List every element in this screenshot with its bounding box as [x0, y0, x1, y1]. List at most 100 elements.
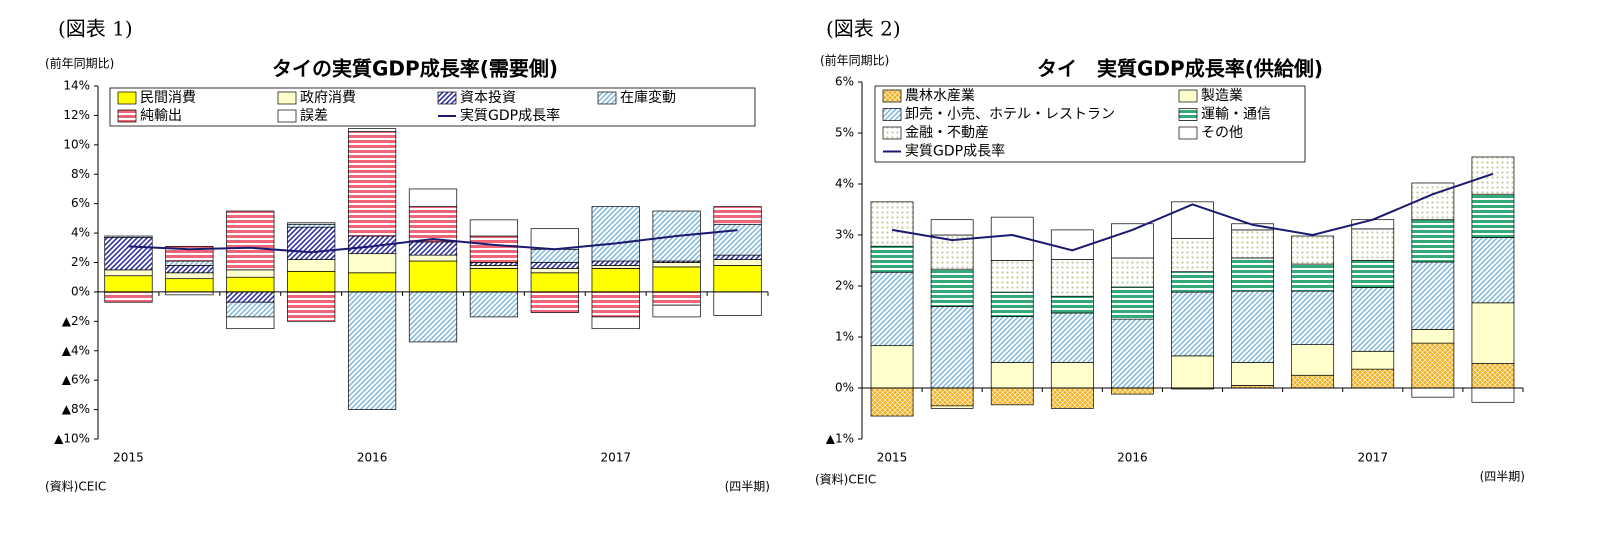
y-tick-label: 10% — [63, 137, 90, 151]
legend-label: 政府消費 — [300, 90, 356, 106]
bar-segment — [408, 188, 458, 207]
bar-segment — [226, 291, 275, 303]
bar-segment — [1231, 229, 1274, 259]
bar-segment — [1351, 368, 1395, 389]
legend-label: 農林水産業 — [905, 88, 975, 104]
bar-segment — [1050, 259, 1094, 297]
legend-box — [109, 87, 756, 127]
x-tick-label: 2017 — [1357, 451, 1388, 465]
bar-segment — [713, 291, 762, 316]
legend-label: 誤差 — [300, 108, 328, 124]
bar-segment — [591, 316, 640, 330]
legend-swatch — [117, 91, 137, 105]
bar-segment — [1471, 363, 1515, 389]
bar-segment — [652, 262, 701, 268]
bar-segment — [1050, 312, 1094, 363]
bar-segment — [870, 387, 914, 417]
y-tick-label: ▲2% — [62, 314, 90, 328]
bar-segment — [530, 272, 579, 293]
legend-swatch — [1178, 108, 1198, 121]
bar-segment — [1471, 387, 1515, 403]
bar-segment — [226, 269, 275, 278]
bar-segment — [165, 260, 214, 266]
bar-segment — [1471, 302, 1515, 364]
bar-segment — [469, 291, 519, 318]
bar-segment — [408, 260, 458, 293]
bar-segment — [1291, 344, 1335, 376]
bar-segment — [1411, 342, 1455, 389]
legend-swatch — [117, 109, 137, 123]
legend-label: 純輸出 — [140, 108, 182, 124]
y-tick-label: 14% — [63, 79, 90, 93]
bar-segment — [165, 278, 214, 293]
bar-segment — [990, 316, 1034, 363]
bar-segment — [930, 405, 974, 409]
bar-segment — [104, 275, 153, 293]
bar-segment — [990, 291, 1034, 317]
bar-segment — [287, 291, 336, 322]
bar-segment — [930, 387, 974, 407]
bar-segment — [1231, 290, 1274, 363]
y-tick-label: 4% — [71, 226, 90, 240]
legend-label: 金融・不動産 — [905, 125, 989, 141]
x-tick-label: 2016 — [357, 451, 388, 465]
y-tick-label: ▲10% — [54, 432, 90, 446]
bar-segment — [408, 254, 458, 262]
bar-segment — [652, 291, 701, 306]
bar-segment — [104, 269, 153, 277]
bar-segment — [1351, 350, 1395, 370]
bar-segment — [1411, 387, 1455, 398]
bar-segment — [469, 235, 519, 263]
y-tick-label: 2% — [835, 279, 854, 293]
legend-label: 民間消費 — [140, 90, 196, 106]
legend-swatch — [437, 91, 457, 105]
line-series — [128, 229, 738, 254]
bar-segment — [1171, 291, 1214, 357]
bar-segment — [408, 241, 458, 256]
legend-label: 実質GDP成長率 — [905, 143, 1005, 160]
bar-segment — [347, 131, 397, 237]
y-tick-label: 2% — [71, 255, 90, 269]
x-tick-label: 2015 — [113, 451, 144, 465]
bar-segment — [713, 223, 762, 256]
bar-segment — [287, 270, 336, 293]
y-tick-label: ▲8% — [62, 402, 90, 416]
bar-segment — [1171, 355, 1214, 389]
bar-segment — [530, 248, 579, 263]
bar-segment — [1471, 193, 1515, 238]
bar-segment — [287, 259, 336, 272]
y-tick-label: 0% — [835, 381, 854, 395]
bar-segment — [1351, 228, 1395, 261]
bar-segment — [226, 210, 275, 271]
bar-segment — [1291, 263, 1335, 292]
bar-segment — [1471, 237, 1515, 304]
bar-segment — [1411, 219, 1455, 263]
bar-segment — [990, 260, 1034, 293]
legend-label: 製造業 — [1201, 88, 1243, 104]
bar-segment — [104, 291, 153, 303]
bar-segment — [408, 206, 458, 243]
legend-label: 運輸・通信 — [1201, 107, 1271, 123]
y-tick-label: ▲1% — [826, 432, 854, 446]
legend-box — [874, 85, 1306, 163]
bar-segment — [591, 265, 640, 269]
bar-segment — [1050, 295, 1094, 314]
bar-segment — [165, 265, 214, 274]
bar-segment — [591, 268, 640, 293]
figure-label: (図表 1) — [58, 17, 133, 41]
chart-title: タイの実質GDP成長率(需要側) — [272, 57, 558, 81]
x-axis-unit: (四半期) — [725, 480, 770, 494]
y-tick-label: 4% — [835, 177, 854, 191]
bar-segment — [1291, 374, 1335, 389]
legend-swatch — [882, 89, 902, 103]
bar-segment — [1471, 156, 1515, 195]
bar-segment — [104, 235, 153, 238]
bar-segment — [1050, 362, 1094, 389]
bar-segment — [930, 306, 974, 389]
x-tick-label: 2017 — [600, 451, 631, 465]
y-tick-label: 5% — [835, 126, 854, 140]
legend-swatch — [882, 126, 902, 140]
bar-segment — [990, 387, 1034, 406]
bar-segment — [591, 260, 640, 266]
